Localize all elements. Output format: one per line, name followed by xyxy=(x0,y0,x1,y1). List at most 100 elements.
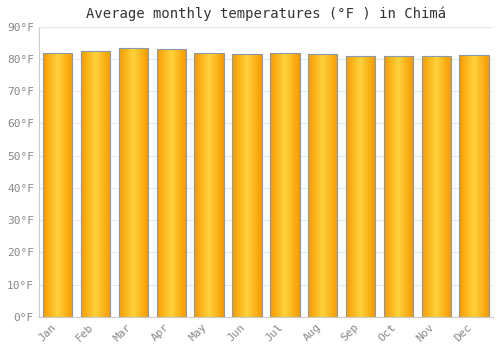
Bar xyxy=(239,54,240,317)
Bar xyxy=(100,51,101,317)
Bar xyxy=(250,54,252,317)
Bar xyxy=(328,54,330,317)
Bar xyxy=(59,52,60,317)
Bar xyxy=(333,54,334,317)
Bar xyxy=(65,52,66,317)
Bar xyxy=(64,52,65,317)
Bar xyxy=(406,56,408,317)
Bar xyxy=(245,54,246,317)
Bar xyxy=(445,56,446,317)
Bar xyxy=(120,48,121,317)
Bar xyxy=(175,49,176,317)
Bar xyxy=(49,52,50,317)
Bar xyxy=(162,49,163,317)
Bar xyxy=(132,48,134,317)
Bar xyxy=(238,54,239,317)
Bar xyxy=(484,55,485,317)
Bar xyxy=(260,54,261,317)
Bar xyxy=(81,51,82,317)
Bar xyxy=(426,56,428,317)
Bar xyxy=(202,52,203,317)
Bar xyxy=(443,56,444,317)
Bar xyxy=(106,51,108,317)
Bar xyxy=(478,55,480,317)
Bar xyxy=(54,52,55,317)
Bar xyxy=(468,55,469,317)
Bar xyxy=(160,49,161,317)
Bar xyxy=(294,52,295,317)
Bar xyxy=(86,51,88,317)
Bar xyxy=(127,48,128,317)
Bar xyxy=(44,52,45,317)
Bar xyxy=(284,52,285,317)
Bar xyxy=(177,49,178,317)
Bar xyxy=(43,52,44,317)
Bar xyxy=(156,49,158,317)
Bar xyxy=(98,51,100,317)
Bar xyxy=(370,56,371,317)
Bar xyxy=(444,56,445,317)
Bar xyxy=(388,56,389,317)
Bar xyxy=(482,55,483,317)
Bar xyxy=(480,55,481,317)
Bar xyxy=(425,56,426,317)
Bar xyxy=(450,56,451,317)
Bar xyxy=(184,49,186,317)
Bar xyxy=(123,48,124,317)
Bar xyxy=(91,51,92,317)
Bar xyxy=(470,55,471,317)
Bar xyxy=(215,52,216,317)
Bar xyxy=(103,51,104,317)
Bar xyxy=(446,56,448,317)
Bar xyxy=(63,52,64,317)
Bar xyxy=(118,48,148,317)
Bar xyxy=(206,52,207,317)
Bar xyxy=(440,56,442,317)
Bar xyxy=(105,51,106,317)
Bar xyxy=(126,48,127,317)
Bar xyxy=(51,52,52,317)
Bar xyxy=(258,54,259,317)
Bar xyxy=(394,56,396,317)
Bar xyxy=(310,54,311,317)
Bar xyxy=(430,56,431,317)
Bar xyxy=(70,52,71,317)
Bar xyxy=(291,52,292,317)
Bar xyxy=(485,55,486,317)
Bar xyxy=(270,52,300,317)
Bar xyxy=(194,52,224,317)
Bar xyxy=(293,52,294,317)
Bar xyxy=(462,55,463,317)
Bar xyxy=(96,51,97,317)
Bar xyxy=(272,52,273,317)
Bar xyxy=(176,49,177,317)
Bar xyxy=(397,56,398,317)
Bar xyxy=(460,55,461,317)
Bar xyxy=(241,54,242,317)
Bar xyxy=(358,56,359,317)
Bar xyxy=(314,54,316,317)
Bar xyxy=(207,52,208,317)
Bar xyxy=(172,49,173,317)
Bar xyxy=(276,52,278,317)
Bar xyxy=(434,56,435,317)
Bar xyxy=(330,54,331,317)
Bar xyxy=(392,56,394,317)
Bar xyxy=(220,52,221,317)
Bar xyxy=(325,54,326,317)
Bar xyxy=(386,56,388,317)
Bar xyxy=(68,52,69,317)
Bar xyxy=(439,56,440,317)
Bar xyxy=(285,52,286,317)
Bar xyxy=(166,49,167,317)
Bar xyxy=(124,48,126,317)
Bar xyxy=(235,54,236,317)
Bar xyxy=(476,55,477,317)
Bar xyxy=(212,52,213,317)
Bar xyxy=(236,54,238,317)
Bar xyxy=(46,52,48,317)
Bar xyxy=(82,51,83,317)
Bar xyxy=(246,54,247,317)
Bar xyxy=(232,54,233,317)
Bar xyxy=(253,54,254,317)
